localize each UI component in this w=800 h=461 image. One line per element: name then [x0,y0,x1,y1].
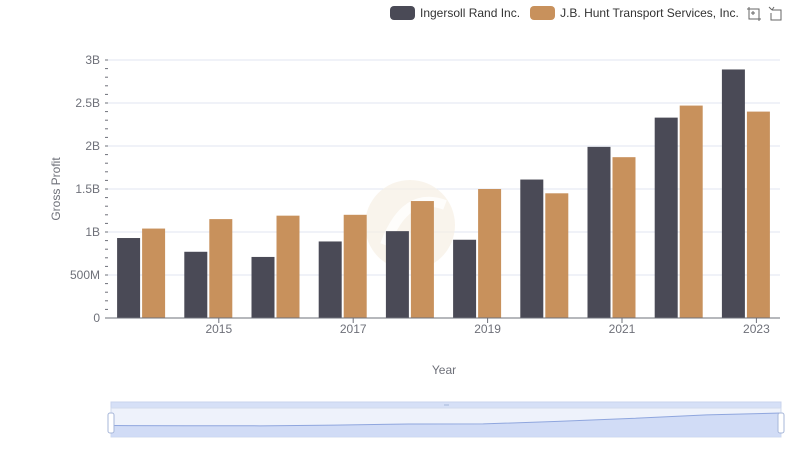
x-axis: 2015 2017 2019 2021 2023 [108,317,780,336]
y-tick-label: 2B [85,139,100,153]
bar-jb-hunt-2014 [142,228,166,318]
y-tick-label: 1.5B [75,182,100,196]
zoom-preview-line [110,412,782,427]
x-tick-label: 2017 [340,322,367,336]
zoom-area-icon[interactable] [746,6,762,22]
x-tick-label: 2015 [205,322,232,336]
bar-jb-hunt-2016 [276,215,300,318]
y-tick-label: 3B [85,53,100,67]
x-tick-label: 2021 [609,322,636,336]
bar-ingersoll-rand-2021 [587,146,611,318]
y-axis: 0 500M 1B 1.5B 2B 2.5B 3B [70,53,108,325]
legend: Ingersoll Rand Inc. J.B. Hunt Transport … [390,4,749,22]
x-tick-label: 2019 [474,322,501,336]
bar-ingersoll-rand-2020 [520,179,544,318]
zoom-preview-area [111,413,781,437]
bar-jb-hunt-2017 [343,214,367,318]
zoom-handle-right[interactable] [777,412,785,434]
y-tick-label: 500M [70,268,100,282]
bar-ingersoll-rand-2019 [453,239,477,318]
bar-ingersoll-rand-2017 [318,241,342,318]
y-tick-label: 2.5B [75,96,100,110]
x-axis-title: Year [432,363,456,377]
y-tick-label: 1B [85,225,100,239]
data-zoom-slider[interactable] [107,401,785,438]
legend-swatch-jb-hunt [530,6,556,20]
bar-jb-hunt-2020 [545,193,569,318]
x-tick-label: 2023 [743,322,770,336]
bar-jb-hunt-2022 [679,105,703,318]
legend-label-jb-hunt: J.B. Hunt Transport Services, Inc. [560,6,739,20]
bar-jb-hunt-2023 [746,111,770,318]
legend-item-ingersoll-rand[interactable]: Ingersoll Rand Inc. [390,6,520,20]
legend-swatch-ingersoll-rand [390,6,415,20]
bar-ingersoll-rand-2022 [654,117,678,319]
bar-ingersoll-rand-2016 [251,256,275,318]
bar-ingersoll-rand-2015 [184,251,208,318]
bar-jb-hunt-2015 [209,219,233,318]
bar-jb-hunt-2019 [478,189,502,318]
legend-item-jb-hunt[interactable]: J.B. Hunt Transport Services, Inc. [530,6,739,20]
zoom-handle-left[interactable] [107,412,115,434]
bars [117,69,770,319]
y-axis-title: Gross Profit [49,157,63,221]
bar-jb-hunt-2021 [612,157,636,318]
restore-icon[interactable] [768,6,784,22]
toolbox [746,6,784,22]
legend-label-ingersoll-rand: Ingersoll Rand Inc. [420,6,521,20]
bar-ingersoll-rand-2023 [721,69,745,319]
y-tick-label: 0 [93,311,100,325]
bar-ingersoll-rand-2014 [117,238,141,318]
bar-jb-hunt-2018 [410,201,434,318]
watermark-logo [365,180,455,270]
bar-ingersoll-rand-2018 [385,231,409,318]
